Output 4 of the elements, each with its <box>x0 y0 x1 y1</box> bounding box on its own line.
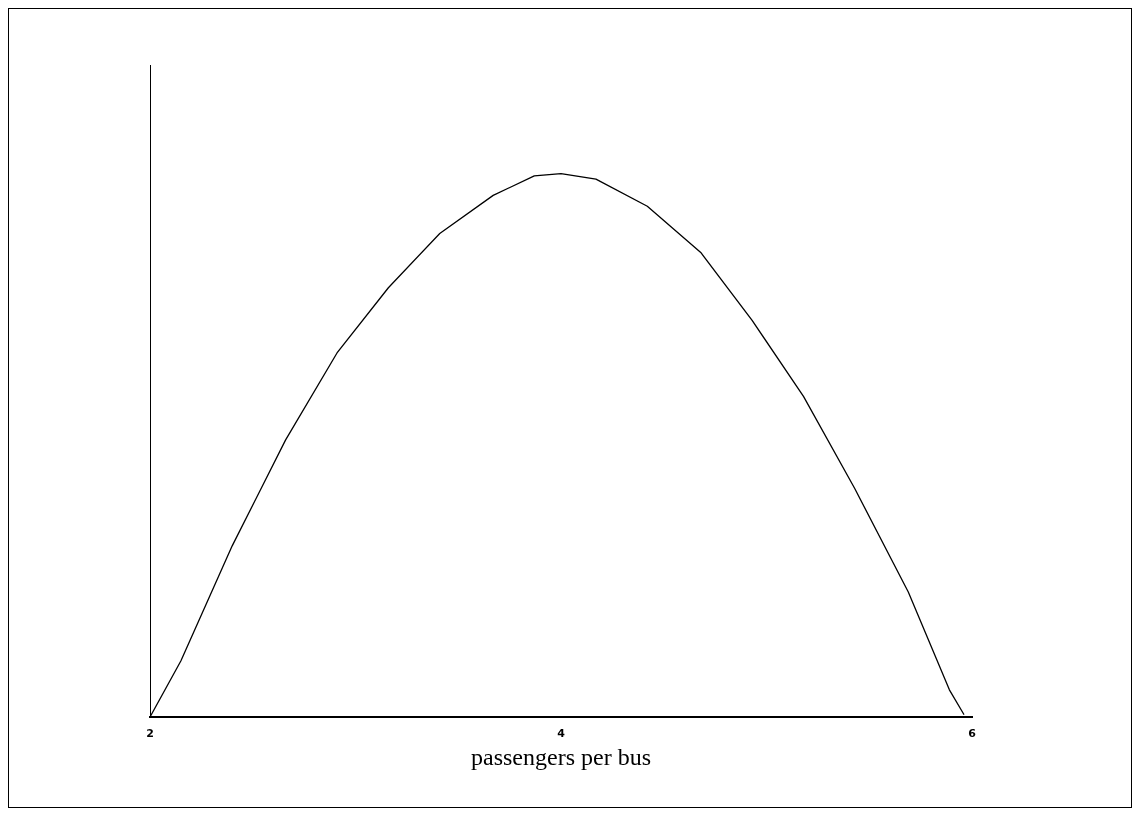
x-axis-title: passengers per bus <box>471 743 651 770</box>
x-tick-label: 4 <box>557 727 566 741</box>
x-tick-label: 2 <box>146 727 154 741</box>
x-tick-label: 6 <box>968 727 977 741</box>
